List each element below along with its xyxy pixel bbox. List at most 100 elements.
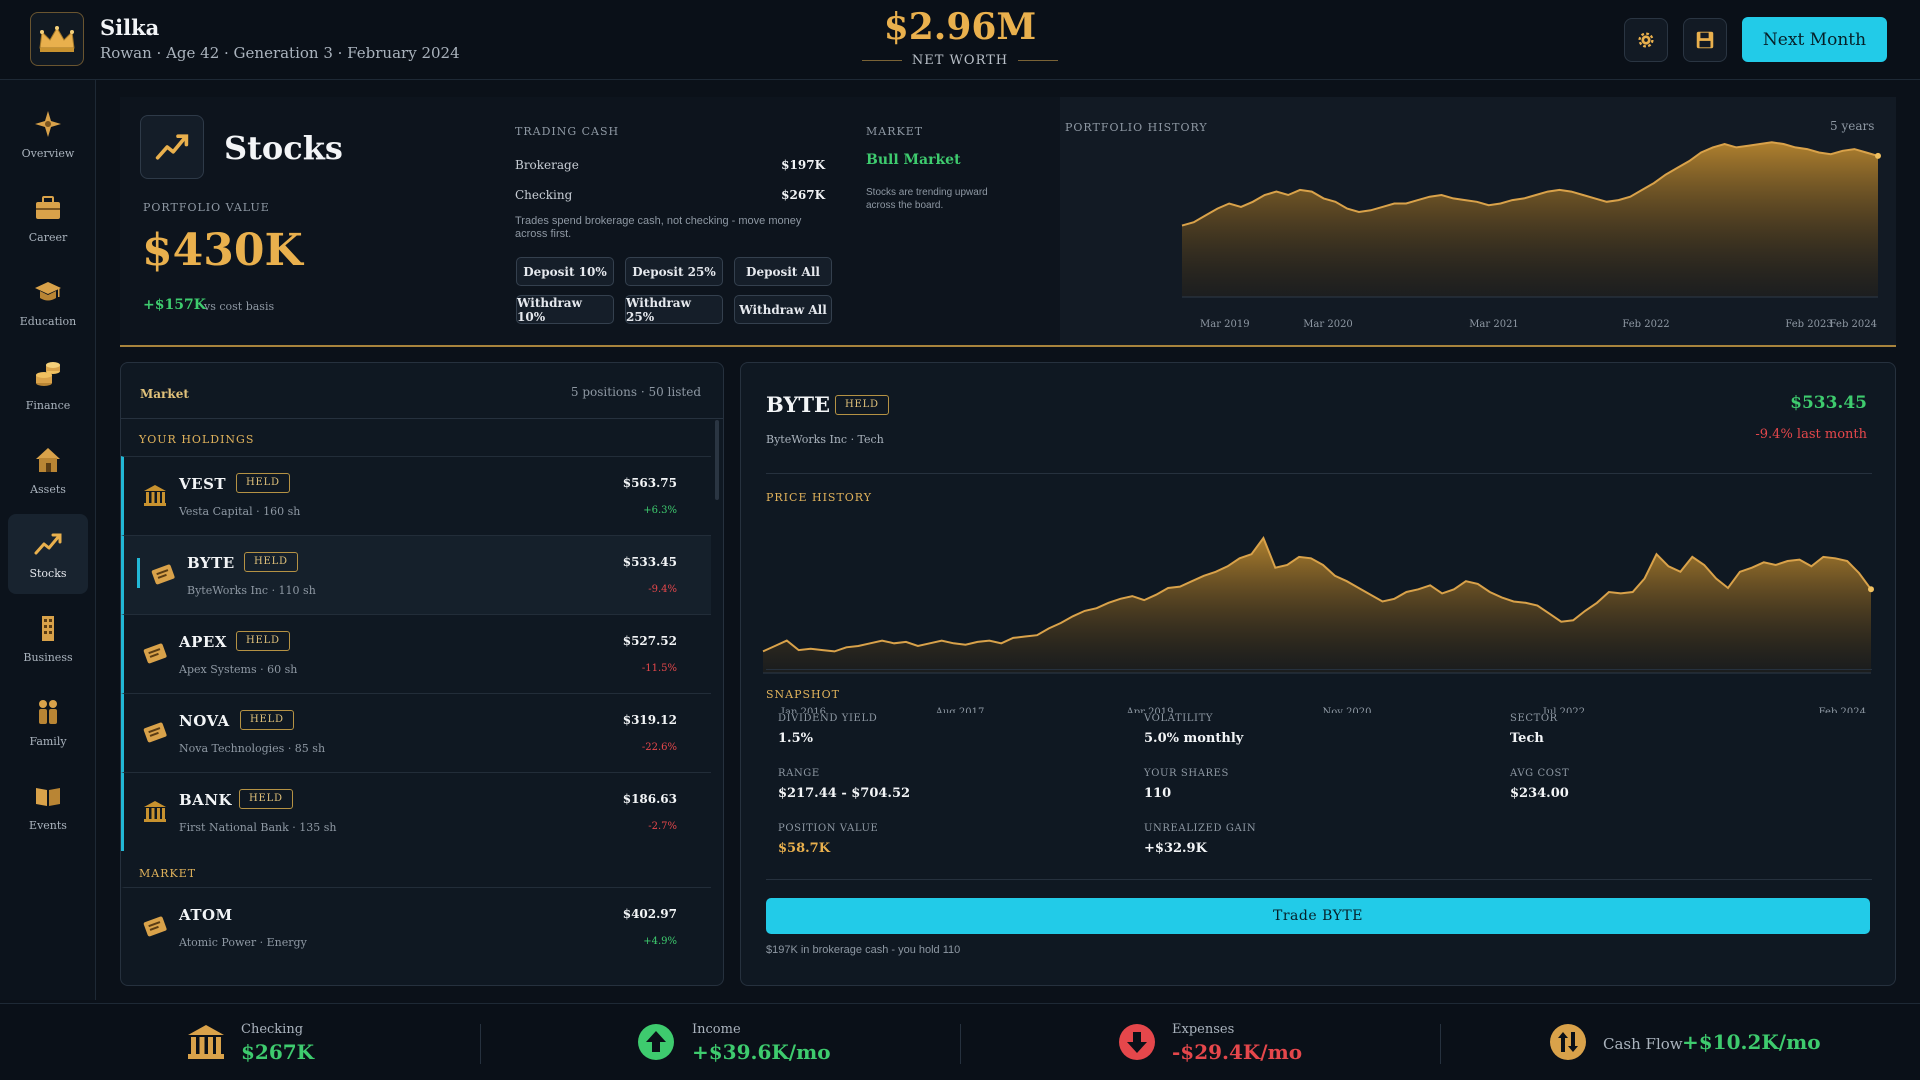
avg-cost-label: AVG COST bbox=[1510, 768, 1570, 779]
sector-label: SECTOR bbox=[1510, 713, 1558, 724]
range-value: $217.44 - $704.52 bbox=[778, 786, 911, 801]
deposit-10-button[interactable]: Deposit 10% bbox=[516, 257, 614, 286]
portfolio-history-label: PORTFOLIO HISTORY bbox=[1065, 121, 1208, 134]
detail-change: -9.4% last month bbox=[1755, 427, 1867, 442]
x-tick-label: Nov 2020 bbox=[1322, 707, 1371, 713]
coins-icon bbox=[36, 361, 60, 386]
deposit-25-button[interactable]: Deposit 25% bbox=[625, 257, 723, 286]
sidebar-item-events[interactable]: Events bbox=[8, 766, 88, 846]
next-month-button[interactable]: Next Month bbox=[1742, 17, 1887, 62]
sidebar-item-label: Stocks bbox=[29, 566, 67, 580]
sidebar-item-label: Business bbox=[23, 650, 73, 664]
stock-row-byte[interactable]: BYTE HELD ByteWorks Inc · 110 sh $533.45… bbox=[121, 535, 711, 614]
stock-ticker: VEST bbox=[179, 475, 227, 493]
sidebar-item-label: Education bbox=[19, 314, 77, 328]
market-panel: Market 5 positions · 50 listed YOUR HOLD… bbox=[120, 362, 724, 986]
stock-row-bank[interactable]: BANK HELD First National Bank · 135 sh $… bbox=[121, 772, 711, 851]
market-label: MARKET bbox=[866, 125, 924, 138]
sidebar-item-assets[interactable]: Assets bbox=[8, 430, 88, 510]
x-tick-label: Feb 2022 bbox=[1622, 319, 1669, 330]
graduation-cap-icon bbox=[35, 281, 61, 300]
unrealized-gain-label: UNREALIZED GAIN bbox=[1144, 823, 1257, 834]
brokerage-label: Brokerage bbox=[515, 158, 579, 172]
stock-row-nova[interactable]: NOVA HELD Nova Technologies · 85 sh $319… bbox=[121, 693, 711, 772]
trend-up-icon bbox=[34, 533, 62, 554]
sidebar-item-family[interactable]: Family bbox=[8, 682, 88, 762]
stock-change: -9.4% bbox=[648, 584, 677, 595]
checking-value: $267K bbox=[781, 188, 825, 202]
brokerage-row: Brokerage $197K bbox=[515, 158, 825, 172]
held-badge: HELD bbox=[236, 473, 290, 493]
top-bar: Silka Rowan · Age 42 · Generation 3 · Fe… bbox=[0, 0, 1920, 80]
portfolio-gain: +$157K bbox=[143, 297, 206, 313]
income-arrow-up-icon bbox=[638, 1024, 674, 1060]
stock-row-vest[interactable]: VEST HELD Vesta Capital · 160 sh $563.75… bbox=[121, 456, 711, 535]
save-button[interactable] bbox=[1683, 18, 1727, 62]
held-badge: HELD bbox=[240, 710, 294, 730]
x-tick-label: Feb 2024 bbox=[1830, 319, 1877, 330]
sidebar-item-stocks[interactable]: Stocks bbox=[8, 514, 88, 594]
market-panel-count: 5 positions · 50 listed bbox=[570, 385, 701, 399]
gear-icon bbox=[1638, 32, 1654, 48]
scrollbar[interactable] bbox=[715, 420, 719, 500]
stock-subtitle: Apex Systems · 60 sh bbox=[179, 663, 298, 676]
sector-value: Tech bbox=[1510, 731, 1544, 746]
volatility-value: 5.0% monthly bbox=[1144, 731, 1244, 746]
sidebar-item-label: Career bbox=[28, 230, 68, 244]
held-badge: HELD bbox=[244, 552, 298, 572]
sidebar-item-career[interactable]: Career bbox=[8, 178, 88, 258]
x-tick-label: Mar 2019 bbox=[1200, 319, 1250, 330]
market-panel-title: Market bbox=[140, 387, 189, 401]
position-value: $58.7K bbox=[778, 841, 831, 856]
stock-price: $563.75 bbox=[622, 476, 677, 490]
footer-income-label: Income bbox=[692, 1022, 741, 1037]
expense-arrow-down-icon bbox=[1119, 1024, 1155, 1060]
net-worth-label: NET WORTH bbox=[911, 52, 1009, 68]
your-shares-value: 110 bbox=[1144, 786, 1172, 801]
certificate-icon bbox=[143, 916, 167, 937]
series-area bbox=[1182, 142, 1878, 297]
stock-ticker: BANK bbox=[179, 791, 233, 809]
stock-price: $402.97 bbox=[622, 907, 677, 921]
market-section-label: MARKET bbox=[139, 867, 197, 880]
avg-cost-value: $234.00 bbox=[1510, 786, 1569, 801]
series-area bbox=[763, 538, 1871, 673]
stock-price: $527.52 bbox=[622, 634, 677, 648]
bank-icon bbox=[144, 485, 166, 506]
sidebar-item-finance[interactable]: Finance bbox=[8, 346, 88, 426]
stock-ticker: APEX bbox=[179, 633, 227, 651]
stock-change: -2.7% bbox=[648, 821, 677, 832]
stock-row-atom[interactable]: ATOM Atomic Power · Energy $402.97 +4.9% bbox=[121, 887, 711, 966]
stock-subtitle: Atomic Power · Energy bbox=[179, 936, 307, 949]
detail-subtitle: ByteWorks Inc · Tech bbox=[766, 433, 884, 446]
sidebar-item-overview[interactable]: Overview bbox=[8, 94, 88, 174]
sidebar-item-education[interactable]: Education bbox=[8, 262, 88, 342]
withdraw-25-button[interactable]: Withdraw 25% bbox=[625, 295, 723, 324]
sidebar-item-label: Assets bbox=[30, 482, 66, 496]
settings-button[interactable] bbox=[1624, 18, 1668, 62]
footer-cashflow-value: +$10.2K/mo bbox=[1682, 1030, 1821, 1054]
sidebar-item-business[interactable]: Business bbox=[8, 598, 88, 678]
withdraw-10-button[interactable]: Withdraw 10% bbox=[516, 295, 614, 324]
footer-checking-label: Checking bbox=[241, 1022, 304, 1037]
cash-flow-icon bbox=[1550, 1024, 1586, 1060]
stock-change: -22.6% bbox=[641, 742, 677, 753]
held-badge: HELD bbox=[239, 789, 293, 809]
book-icon bbox=[36, 787, 60, 806]
series-line bbox=[762, 535, 1872, 653]
holdings-section-label: YOUR HOLDINGS bbox=[139, 433, 255, 446]
net-worth-label-group: NET WORTH bbox=[862, 52, 1059, 68]
withdraw-all-button[interactable]: Withdraw All bbox=[734, 295, 832, 324]
x-tick-label: Mar 2021 bbox=[1469, 319, 1519, 330]
crown-icon bbox=[30, 12, 84, 66]
deposit-all-button[interactable]: Deposit All bbox=[734, 257, 832, 286]
portfolio-value-label: PORTFOLIO VALUE bbox=[143, 201, 270, 214]
character-subtitle: Rowan · Age 42 · Generation 3 · February… bbox=[100, 44, 460, 62]
trade-button[interactable]: Trade BYTE bbox=[766, 898, 1870, 934]
unrealized-gain-value: +$32.9K bbox=[1144, 841, 1207, 856]
dividend-yield-label: DIVIDEND YIELD bbox=[778, 713, 878, 724]
stock-row-apex[interactable]: APEX HELD Apex Systems · 60 sh $527.52 -… bbox=[121, 614, 711, 693]
current-point bbox=[1868, 586, 1874, 593]
stock-change: +6.3% bbox=[643, 505, 677, 516]
x-tick-label: Feb 2024 bbox=[1819, 707, 1866, 713]
